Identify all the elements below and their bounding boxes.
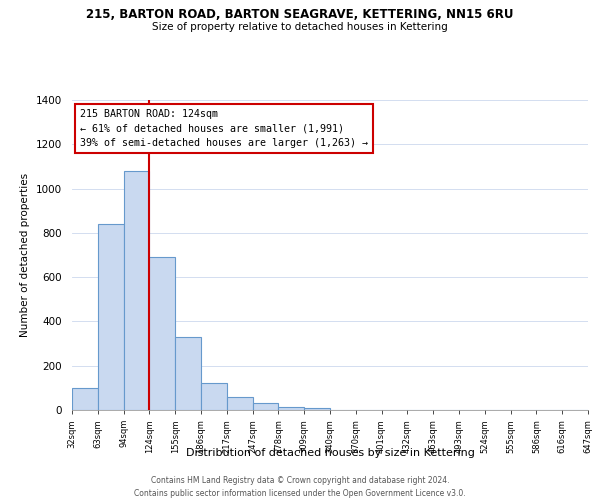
Text: Size of property relative to detached houses in Kettering: Size of property relative to detached ho… [152,22,448,32]
Bar [72,388,98,410]
Bar [149,257,175,410]
Y-axis label: Number of detached properties: Number of detached properties [20,173,31,337]
Text: 215, BARTON ROAD, BARTON SEAGRAVE, KETTERING, NN15 6RU: 215, BARTON ROAD, BARTON SEAGRAVE, KETTE… [86,8,514,20]
Text: 215 BARTON ROAD: 124sqm
← 61% of detached houses are smaller (1,991)
39% of semi: 215 BARTON ROAD: 124sqm ← 61% of detache… [80,109,368,148]
Bar [175,337,201,410]
Text: Distribution of detached houses by size in Kettering: Distribution of detached houses by size … [185,448,475,458]
Bar [278,406,304,410]
Bar [253,404,278,410]
Bar [201,384,227,410]
Bar [124,171,149,410]
Bar [98,224,124,410]
Bar [304,408,330,410]
Bar [227,396,253,410]
Text: Contains HM Land Registry data © Crown copyright and database right 2024.
Contai: Contains HM Land Registry data © Crown c… [134,476,466,498]
